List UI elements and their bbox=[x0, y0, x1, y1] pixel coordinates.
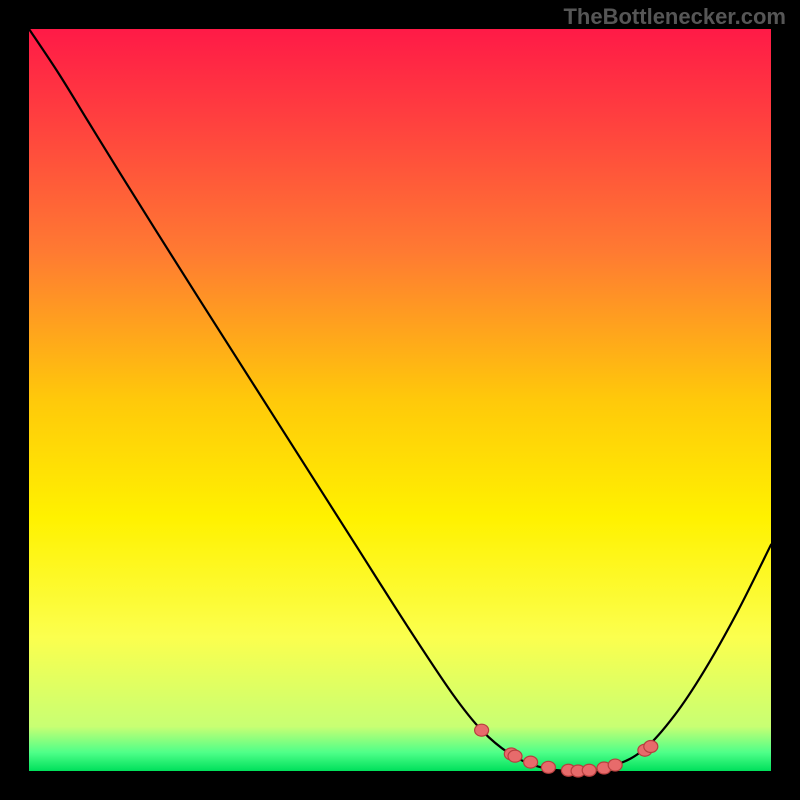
curve-marker bbox=[508, 750, 522, 762]
curve-marker bbox=[524, 756, 538, 768]
curve-marker bbox=[475, 724, 489, 736]
plot-background bbox=[29, 29, 771, 771]
chart-root: TheBottlenecker.com bbox=[0, 0, 800, 800]
watermark-label: TheBottlenecker.com bbox=[563, 4, 786, 30]
bottleneck-curve-chart bbox=[0, 0, 800, 800]
curve-marker bbox=[608, 759, 622, 771]
curve-marker bbox=[582, 764, 596, 776]
curve-marker bbox=[644, 741, 658, 753]
curve-marker bbox=[541, 761, 555, 773]
